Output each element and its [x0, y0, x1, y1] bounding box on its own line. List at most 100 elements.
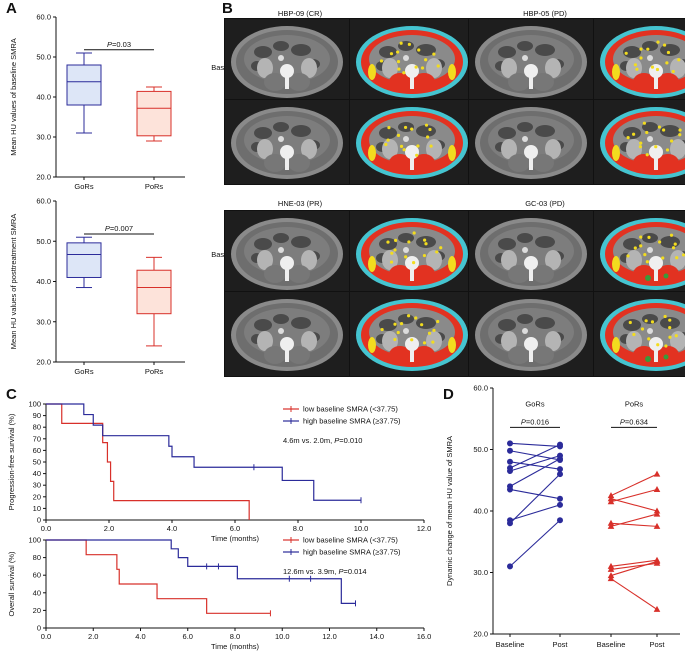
x-tick-label: 2.0 — [104, 524, 114, 533]
fat-speck — [654, 145, 658, 149]
paraspinal-left — [508, 346, 530, 364]
paraspinal-left — [508, 265, 530, 283]
ct-image — [468, 18, 594, 104]
bowel-loop — [379, 238, 397, 250]
kidney-right — [301, 331, 317, 351]
fat-speck — [407, 42, 411, 46]
fat-speck — [647, 337, 651, 341]
x-tick-label: 6.0 — [230, 524, 240, 533]
aorta — [647, 55, 653, 61]
point-gors — [557, 495, 563, 502]
fat-speck — [671, 246, 676, 250]
fat-speck — [669, 139, 674, 143]
y-tick-label: 30.0 — [36, 133, 51, 142]
point-pors — [607, 522, 615, 529]
aorta — [522, 55, 528, 61]
ct-segmented-image — [593, 99, 685, 185]
x-tick-label: GoRs — [74, 367, 93, 376]
fat-speck — [656, 40, 660, 44]
bowel-loop — [498, 319, 516, 331]
point-pors — [607, 519, 615, 526]
fat-speck — [435, 250, 439, 254]
bowel-loop — [291, 236, 311, 248]
point-pors — [607, 565, 615, 572]
bowel-loop — [398, 314, 414, 324]
fat-deposit-left — [368, 64, 376, 80]
fat-deposit-right — [448, 145, 456, 161]
fat-speck — [638, 145, 642, 149]
bowel-loop — [416, 236, 436, 248]
fat-speck — [428, 127, 432, 132]
fat-speck — [384, 142, 388, 147]
paraspinal-left — [389, 265, 411, 283]
fat-speck — [626, 254, 630, 258]
fat-speck — [644, 319, 648, 323]
vertebra-body — [405, 337, 419, 351]
aorta — [403, 247, 409, 253]
kidney-left — [501, 58, 517, 78]
km-annotation: 4.6m vs. 2.0m, P=0.010 — [283, 436, 362, 445]
point-pors — [607, 498, 615, 505]
spinous-process — [285, 269, 289, 281]
fat-speck — [402, 71, 406, 75]
fat-speck — [432, 52, 436, 56]
case-title-1: HBP-09 (CR) — [277, 9, 323, 18]
panel-letter-b: B — [222, 0, 233, 17]
kidney-right — [545, 331, 561, 351]
y-tick-label: 70 — [33, 434, 41, 443]
fat-speck — [662, 43, 667, 47]
fat-speck — [650, 65, 655, 69]
fat-speck — [431, 340, 435, 344]
x-tick-label: 0.0 — [41, 632, 51, 641]
fat-speck — [414, 316, 418, 320]
ct-segmented-drawing — [600, 299, 685, 371]
bowel-loop — [273, 122, 289, 132]
bowel-loop — [254, 238, 272, 250]
pair-line-pors — [610, 488, 658, 503]
vertebra-body — [524, 256, 538, 270]
fat-speck — [422, 253, 427, 258]
fat-speck — [394, 238, 398, 242]
point-pors — [653, 522, 661, 529]
fat-speck — [410, 338, 414, 342]
fat-speck — [386, 138, 390, 142]
aorta — [403, 328, 409, 334]
spinous-process — [410, 350, 414, 362]
vertebra-body — [280, 145, 294, 159]
legend-label-blue: high baseline SMRA (≥37.75) — [303, 417, 401, 426]
fat-speck — [380, 327, 384, 332]
fat-speck — [386, 240, 390, 244]
box-gors — [66, 242, 102, 278]
ct-drawing — [475, 26, 587, 98]
bowel-loop — [517, 122, 533, 132]
kidney-left — [501, 139, 517, 159]
aorta — [278, 328, 284, 334]
fat-speck — [635, 67, 639, 71]
ct-segmented-drawing — [356, 299, 468, 371]
fat-deposit-right — [448, 64, 456, 80]
vertebra-body — [280, 256, 294, 270]
panel-letter-c: C — [6, 386, 17, 403]
kidney-left — [382, 331, 398, 351]
paraspinal-left — [633, 73, 655, 91]
fat-speck — [673, 242, 677, 246]
y-tick-label: 60 — [33, 446, 41, 455]
fat-speck — [663, 314, 667, 319]
fat-speck — [633, 63, 638, 67]
aorta — [522, 328, 528, 334]
spinous-process — [654, 77, 658, 89]
aorta — [403, 55, 409, 61]
paraspinal-right — [288, 154, 310, 172]
vertebra-body — [280, 64, 294, 78]
vertebra-body — [649, 145, 663, 159]
bowel-loop — [535, 44, 555, 56]
aorta — [647, 136, 653, 142]
spinous-process — [529, 269, 533, 281]
pair-line-pors — [610, 498, 658, 512]
y-tick-label: 50.0 — [473, 445, 488, 454]
panel-letter-a: A — [6, 0, 17, 17]
ct-drawing — [475, 299, 587, 371]
y-tick-label: 20.0 — [36, 358, 51, 367]
fat-speck — [639, 56, 643, 60]
kidney-right — [545, 250, 561, 270]
